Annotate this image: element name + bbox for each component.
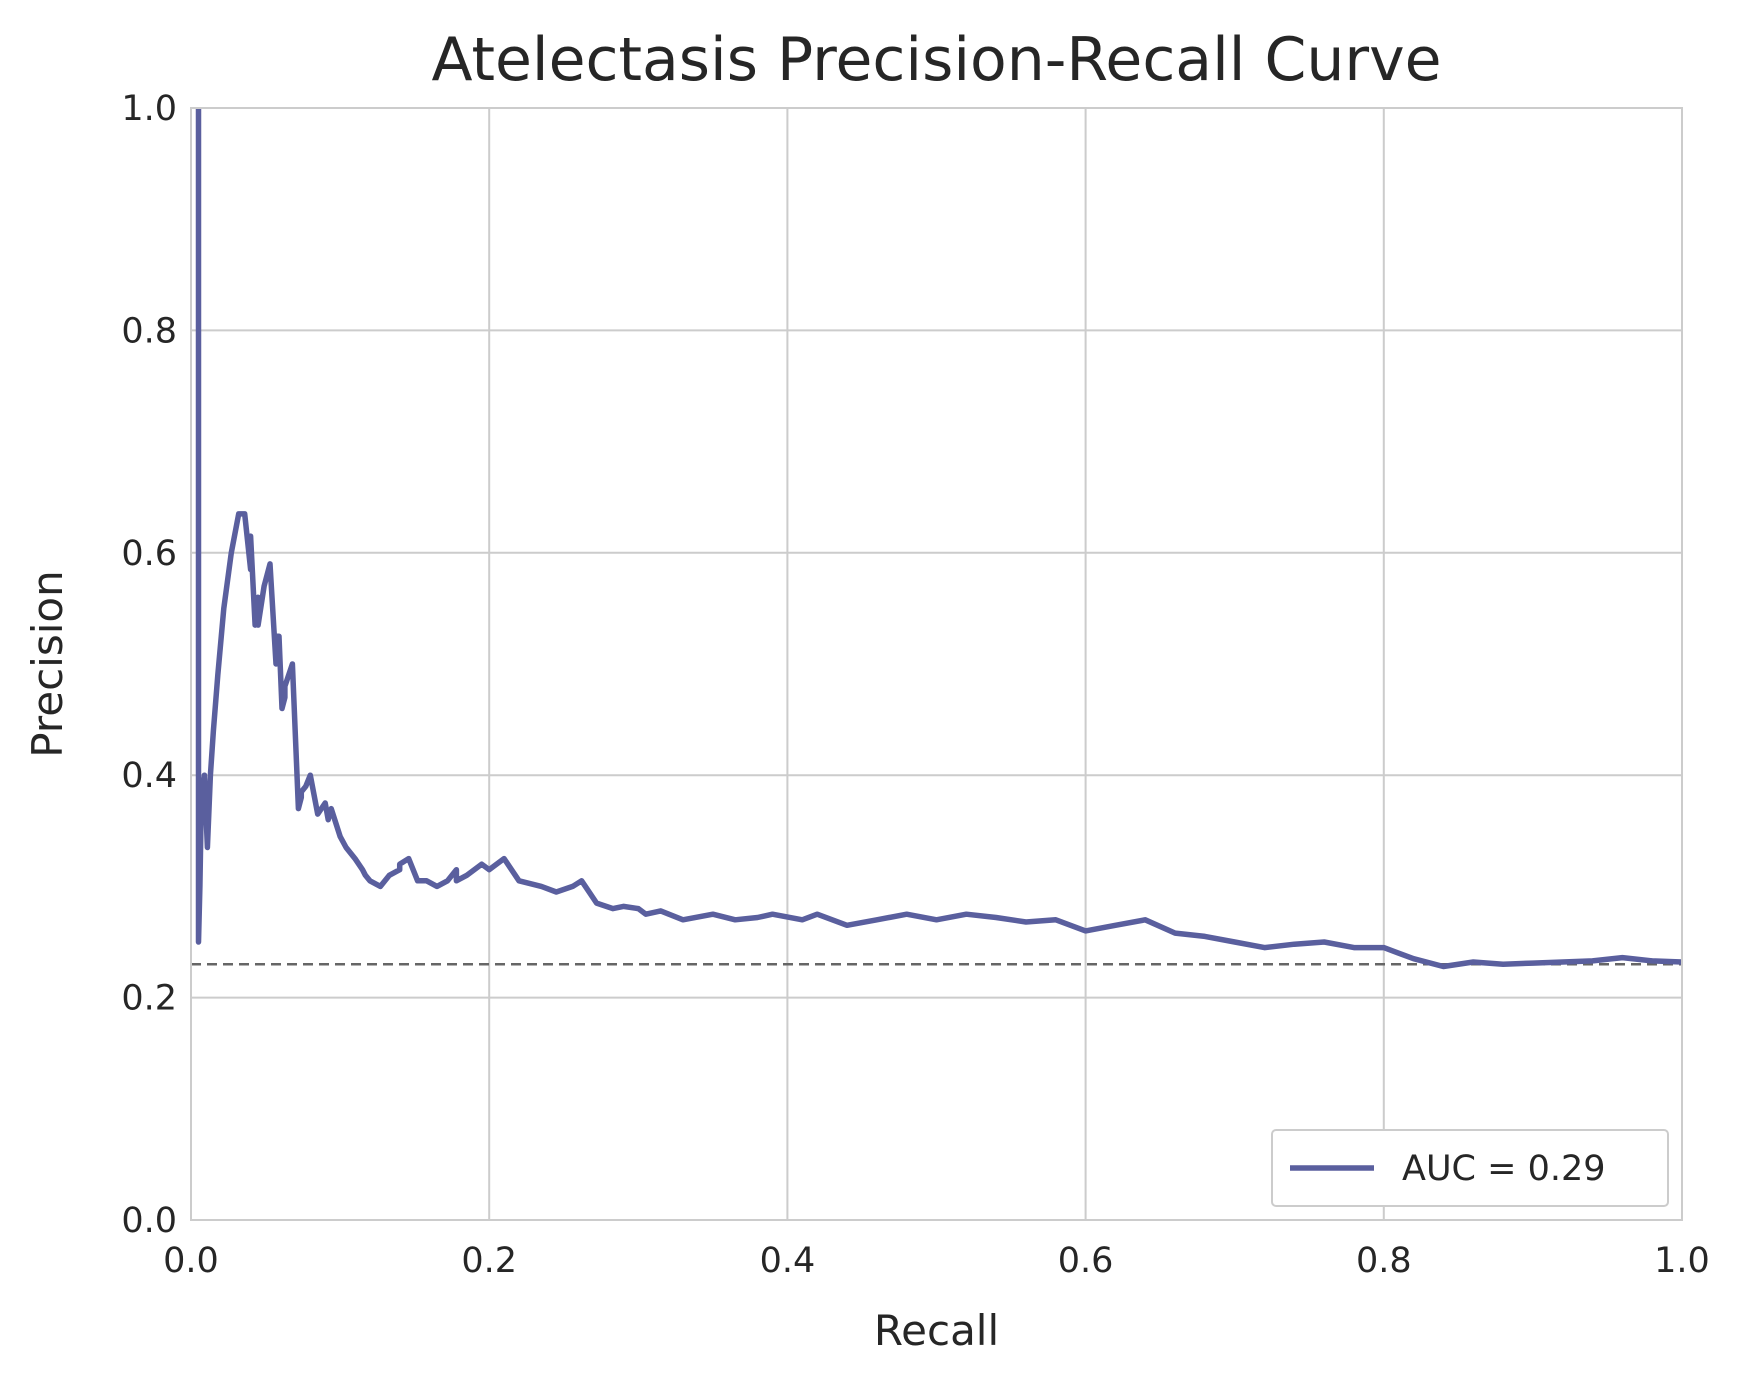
x-tick-label-3: 0.6 xyxy=(1058,1241,1114,1281)
x-axis-label: Recall xyxy=(874,1306,999,1355)
y-tick-labels: 0.0 0.2 0.4 0.6 0.8 1.0 xyxy=(121,89,177,1241)
plot-frame xyxy=(190,107,1683,1221)
pr-curve-line-series-1 xyxy=(195,108,1683,970)
x-tick-label-4: 0.8 xyxy=(1356,1241,1412,1281)
chart-title: Atelectasis Precision-Recall Curve xyxy=(431,25,1441,95)
series-layer xyxy=(191,108,1683,970)
y-tick-label-4: 0.8 xyxy=(121,311,177,351)
y-tick-label-1: 0.2 xyxy=(121,979,177,1019)
y-tick-label-5: 1.0 xyxy=(121,89,177,129)
grid-lines xyxy=(190,107,1683,1221)
x-tick-label-5: 1.0 xyxy=(1654,1241,1710,1281)
x-tick-labels: 0.0 0.2 0.4 0.6 0.8 1.0 xyxy=(163,1241,1710,1281)
legend-label-series-1: AUC = 0.29 xyxy=(1402,1149,1606,1189)
y-axis-label: Precision xyxy=(23,570,72,757)
x-tick-label-0: 0.0 xyxy=(163,1241,219,1281)
x-tick-label-2: 0.4 xyxy=(760,1241,816,1281)
y-tick-label-2: 0.4 xyxy=(121,756,177,796)
legend: AUC = 0.29 xyxy=(1271,1129,1669,1207)
y-tick-label-0: 0.0 xyxy=(121,1201,177,1241)
x-tick-label-1: 0.2 xyxy=(461,1241,517,1281)
legend-box xyxy=(1271,1129,1669,1207)
y-tick-label-3: 0.6 xyxy=(121,534,177,574)
